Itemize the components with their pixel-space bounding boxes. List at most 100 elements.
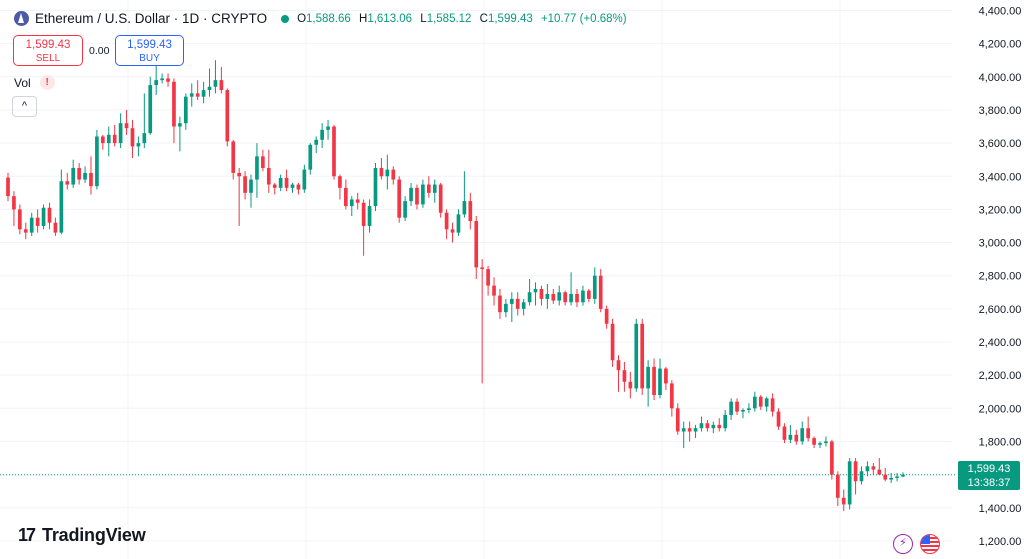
candle-body — [249, 179, 253, 193]
candle-body — [450, 229, 455, 233]
volume-label: Vol — [14, 75, 31, 90]
candle-body — [521, 302, 526, 309]
candle-body — [865, 466, 870, 472]
candle-body — [764, 398, 769, 407]
candle-body — [18, 209, 22, 230]
candle-body — [326, 126, 330, 130]
warning-icon[interactable]: ! — [39, 75, 55, 90]
symbol-title[interactable]: Ethereum / U.S. Dollar · 1D · CRYPTO — [35, 11, 268, 26]
candle-body — [148, 85, 153, 134]
candle-body — [670, 383, 674, 409]
candle-body — [302, 169, 307, 190]
candle-body — [533, 288, 538, 293]
candle-body — [385, 169, 390, 177]
candle-body — [391, 169, 396, 180]
candle-body — [367, 206, 372, 226]
candle-body — [717, 424, 722, 429]
y-axis-tick-label: 1,400.00 — [979, 503, 1022, 515]
candle-body — [136, 143, 141, 147]
candle-body — [71, 167, 76, 185]
candle-body — [539, 288, 544, 299]
high-value: 1,613.06 — [367, 12, 413, 25]
candle-body — [142, 133, 147, 144]
candle-body — [604, 308, 609, 324]
tradingview-mark-icon: 17 — [18, 525, 36, 545]
candle-body — [504, 303, 508, 313]
candle-body — [545, 293, 550, 299]
candle-body — [403, 201, 407, 218]
candle-body — [847, 461, 852, 505]
candle-body — [509, 298, 514, 304]
candle-body — [480, 267, 485, 270]
candle-body — [711, 424, 716, 429]
sell-button[interactable]: 1,599.43 SELL — [13, 35, 83, 66]
candle-body — [154, 80, 159, 86]
candle-body — [794, 434, 799, 442]
candle-body — [486, 269, 490, 286]
candle-body — [355, 199, 360, 203]
y-axis-tick-label: 2,000.00 — [979, 403, 1022, 415]
low-value: 1,585.12 — [426, 12, 472, 25]
y-axis-tick-label: 3,200.00 — [979, 204, 1022, 216]
high-key: H — [359, 12, 368, 25]
candle-body — [225, 90, 230, 142]
candle-body — [290, 184, 295, 188]
candle-body — [438, 184, 443, 213]
candle-body — [752, 396, 757, 409]
candle-body — [432, 184, 437, 193]
candle-body — [47, 207, 52, 223]
candle-body — [557, 292, 562, 301]
tradingview-logo[interactable]: 17 TradingView — [18, 525, 146, 546]
candle-body — [255, 156, 259, 180]
candle-body — [770, 398, 775, 412]
lightning-icon[interactable]: ⚡ — [893, 534, 913, 554]
open-value: 1,588.66 — [306, 12, 351, 25]
candle-body — [231, 141, 236, 173]
us-flag-icon[interactable] — [920, 534, 940, 554]
candle-body — [95, 136, 99, 187]
candle-body — [189, 93, 194, 97]
candle-body — [877, 469, 882, 475]
candle-body — [89, 172, 93, 187]
candle-body — [551, 293, 556, 301]
candle-body — [598, 275, 603, 309]
candle-body — [563, 292, 567, 303]
candle-body — [100, 136, 105, 144]
y-axis-tick-label: 2,400.00 — [979, 337, 1022, 349]
ethereum-icon — [14, 11, 29, 26]
candle-body — [118, 123, 123, 144]
candle-body — [361, 202, 366, 226]
candle-body — [344, 187, 348, 207]
candle-body — [782, 426, 787, 440]
buy-button[interactable]: 1,599.43 BUY — [115, 35, 184, 66]
volume-indicator[interactable]: Vol ! — [14, 75, 55, 90]
candle-body — [729, 401, 733, 415]
candle-body — [23, 229, 28, 233]
market-status-icon — [281, 14, 290, 23]
candle-body — [112, 134, 117, 144]
candle-body — [788, 434, 793, 440]
change-value: +10.77 (+0.68%) — [540, 12, 627, 25]
candle-body — [243, 176, 247, 193]
bar-countdown: 13:38:37 — [967, 476, 1011, 489]
candle-body — [634, 323, 639, 389]
collapse-indicators-button[interactable]: ^ — [12, 96, 37, 117]
candle-body — [871, 466, 876, 470]
candle-body — [29, 217, 34, 233]
candle-body — [426, 184, 431, 193]
candle-body — [569, 293, 573, 303]
candle-body — [758, 396, 763, 407]
last-price-label: 1,599.43 13:38:37 — [958, 460, 1020, 490]
candle-body — [824, 441, 828, 444]
candle-body — [172, 81, 176, 127]
candle-body — [456, 214, 461, 233]
sell-price: 1,599.43 — [25, 39, 71, 51]
candle-body — [59, 181, 64, 233]
y-axis-tick-label: 4,200.00 — [979, 39, 1022, 51]
candle-body — [415, 187, 419, 205]
candle-body — [575, 293, 579, 303]
candle-body — [6, 177, 10, 197]
candle-body — [800, 428, 805, 442]
candle-body — [812, 438, 816, 445]
